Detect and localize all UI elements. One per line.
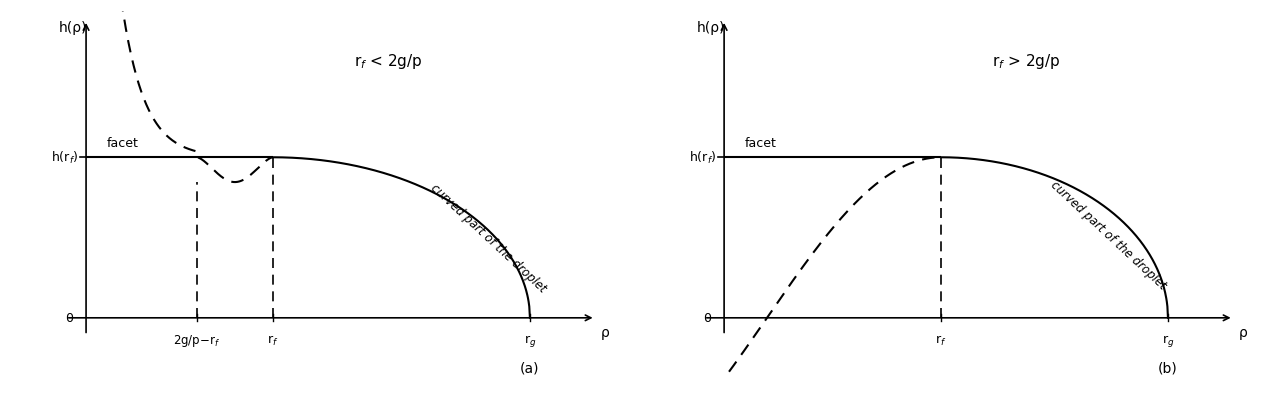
Text: ρ: ρ <box>1239 325 1247 339</box>
Text: r$_f$ < 2g/p: r$_f$ < 2g/p <box>354 52 423 71</box>
Text: facet: facet <box>107 136 138 149</box>
Text: h(ρ): h(ρ) <box>58 21 86 35</box>
Text: (b): (b) <box>1159 361 1178 375</box>
Text: h(ρ): h(ρ) <box>697 21 725 35</box>
Text: facet: facet <box>745 136 777 149</box>
Text: 2g/p−r$_f$: 2g/p−r$_f$ <box>174 333 221 348</box>
Text: (a): (a) <box>520 361 539 375</box>
Text: curved part of the droplet: curved part of the droplet <box>1048 178 1169 292</box>
Text: h(r$_f$): h(r$_f$) <box>51 150 79 166</box>
Text: ρ: ρ <box>600 325 609 339</box>
Text: r$_g$: r$_g$ <box>524 333 537 348</box>
Text: 0: 0 <box>66 312 74 324</box>
Text: r$_f$: r$_f$ <box>935 333 947 347</box>
Text: r$_g$: r$_g$ <box>1161 333 1174 348</box>
Text: r$_f$: r$_f$ <box>266 333 278 347</box>
Text: h(r$_f$): h(r$_f$) <box>689 150 717 166</box>
Text: r$_f$ > 2g/p: r$_f$ > 2g/p <box>992 52 1061 71</box>
Text: 0: 0 <box>703 312 712 324</box>
Text: curved part of the droplet: curved part of the droplet <box>428 181 548 294</box>
